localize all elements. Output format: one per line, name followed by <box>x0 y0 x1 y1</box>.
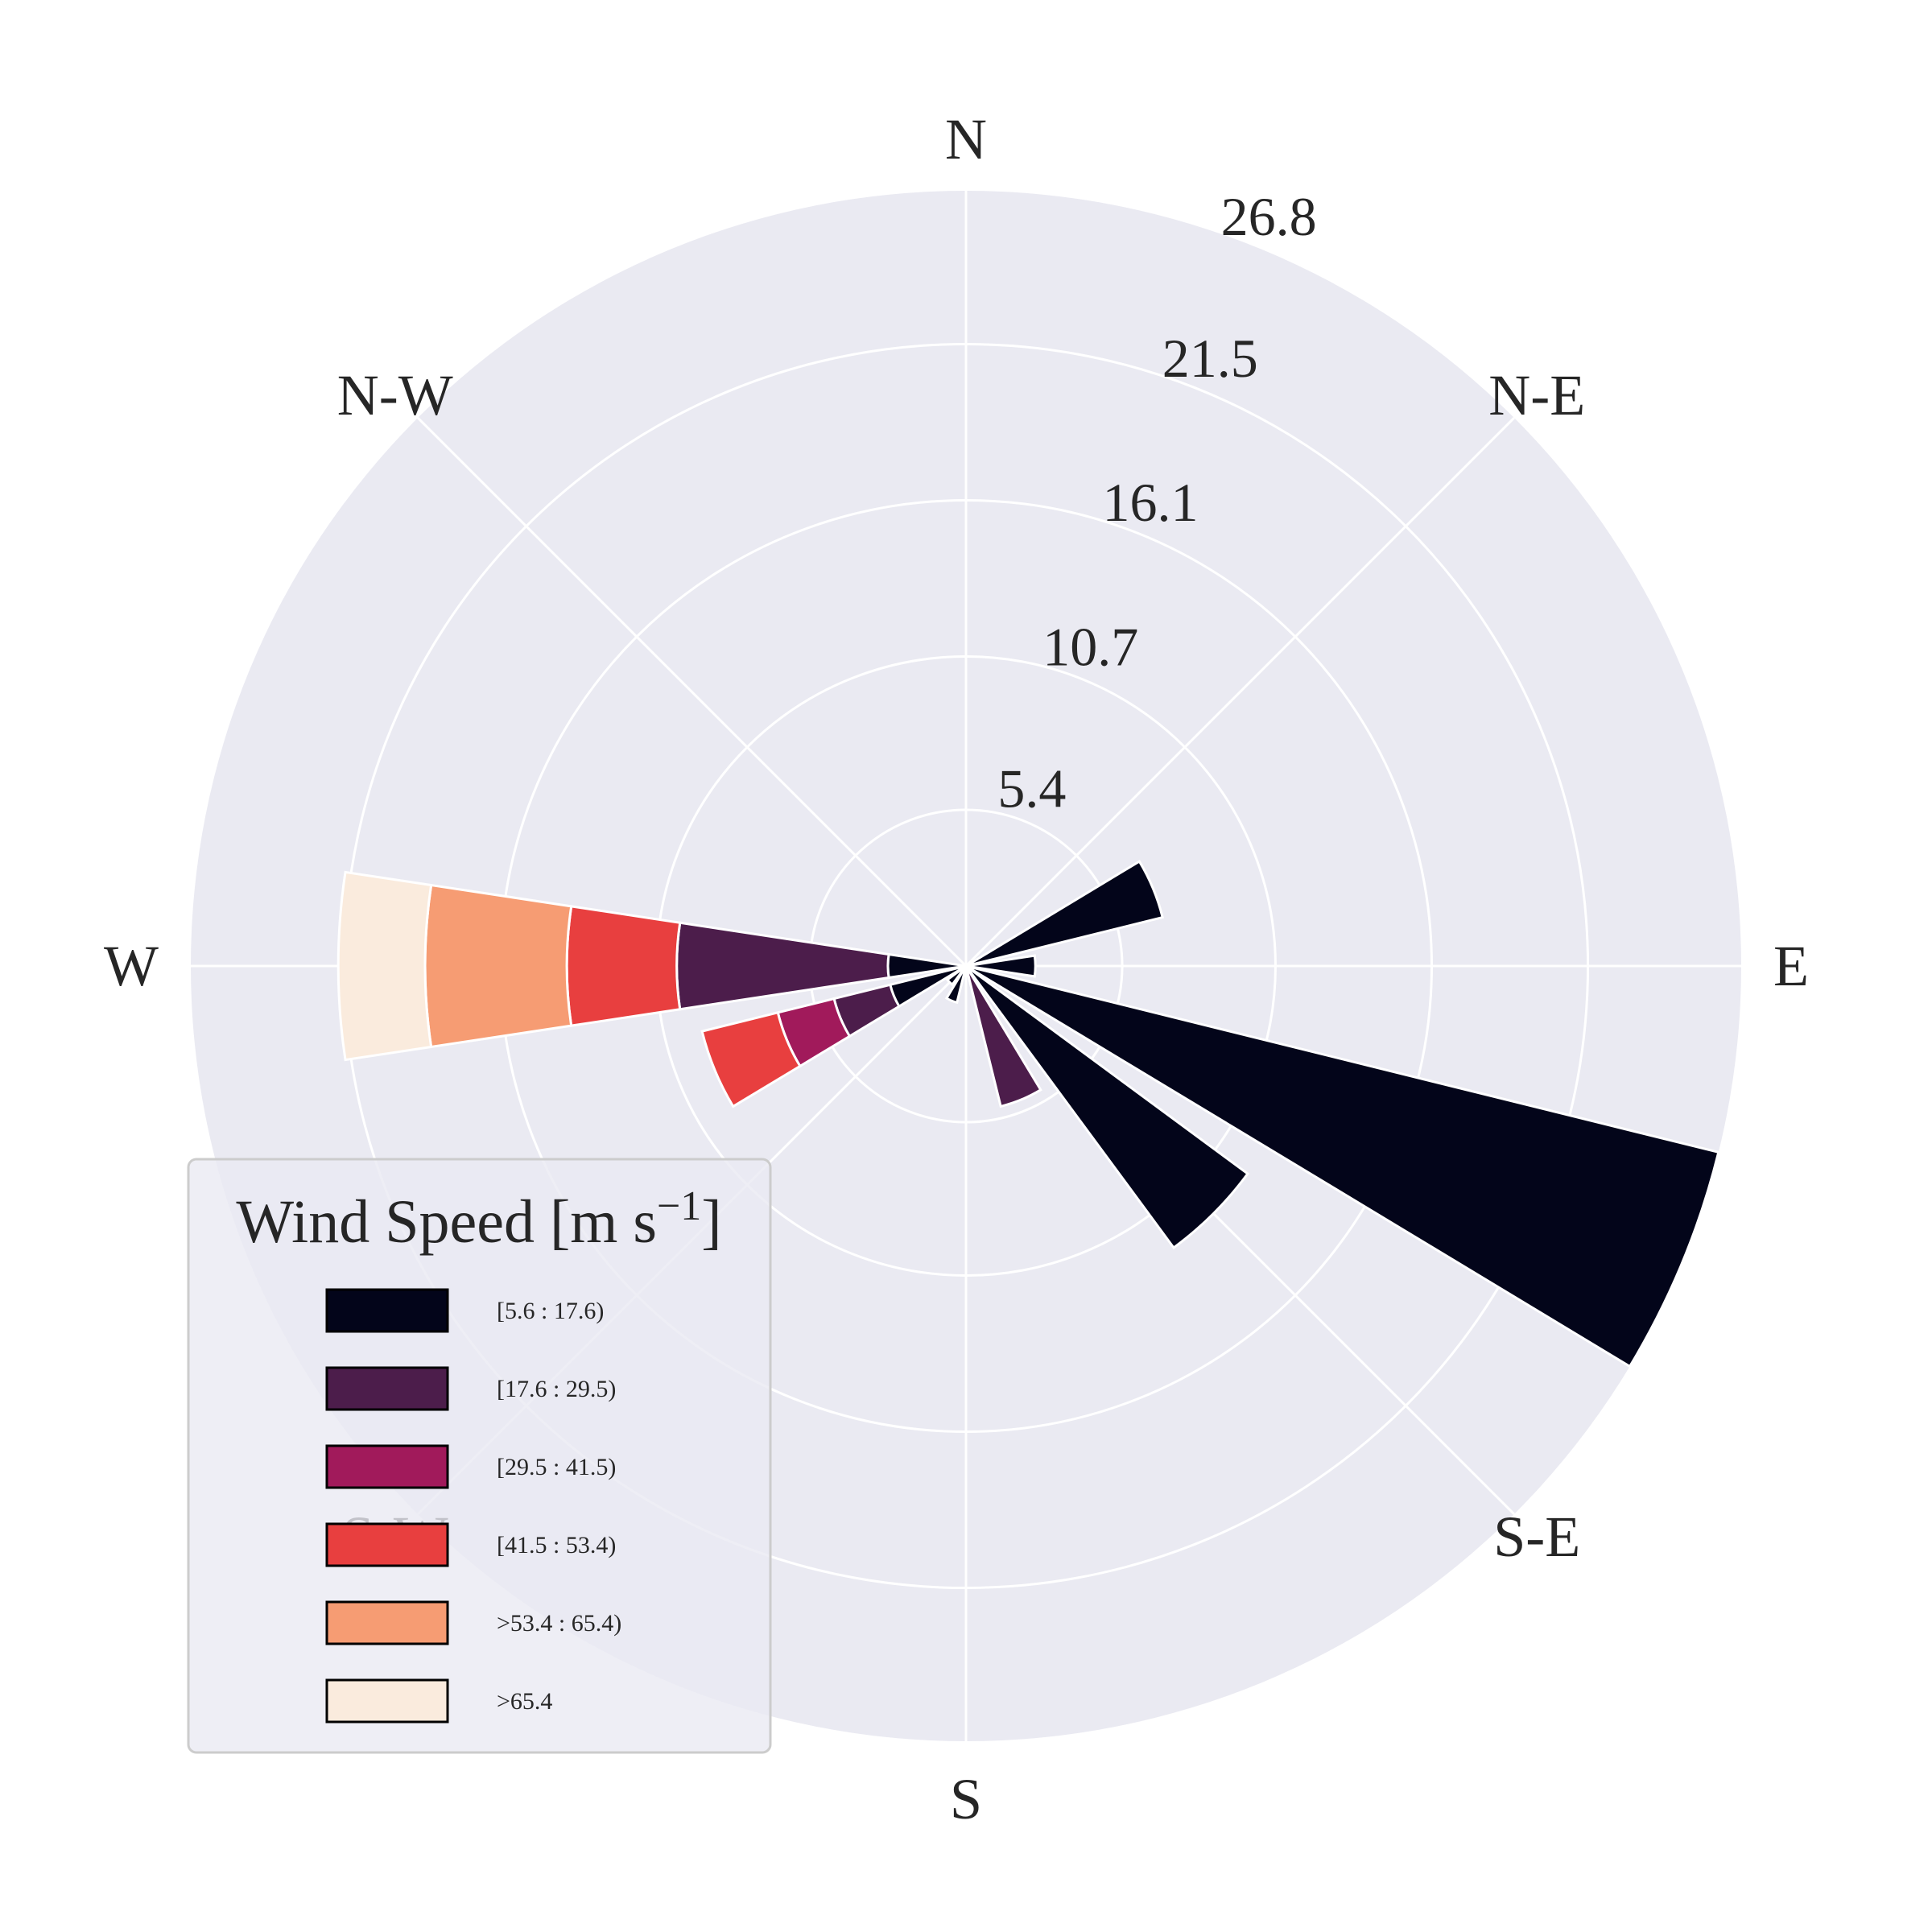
direction-label-e: E <box>1773 934 1809 998</box>
bar-sector-2-bin-0 <box>965 964 1720 1368</box>
legend: Wind Speed [m s−1] [5.6 : 17.6) [17.6 : 2… <box>187 1158 772 1754</box>
direction-label-s-e: S-E <box>1493 1505 1580 1569</box>
legend-swatch-3 <box>325 1444 449 1489</box>
bar-sector-0-bin-0 <box>965 860 1164 968</box>
legend-label-4: [41.5 : 53.4) <box>497 1532 616 1558</box>
bar-sector-5-bin-1 <box>964 965 1042 1108</box>
bar-sector-8-bin-3 <box>700 1011 802 1108</box>
wind-rose-bars <box>336 860 1720 1368</box>
direction-label-n: N <box>945 107 987 171</box>
legend-title-superscript: −1 <box>657 1183 701 1229</box>
bar-sector-3-bin-0 <box>964 964 1250 1250</box>
legend-items: [5.6 : 17.6) [17.6 : 29.5) [29.5 : 41.5) [4… <box>325 1288 621 1724</box>
legend-label-5: >53.4 : 65.4) <box>497 1610 621 1637</box>
angular-gridline-n-e <box>964 416 1516 968</box>
bar-sector-1-bin-0 <box>965 954 1037 978</box>
bar-sector-9-bin-5 <box>336 870 433 1062</box>
legend-label-1: [5.6 : 17.6) <box>497 1298 604 1324</box>
legend-title-suffix: ] <box>701 1188 721 1256</box>
direction-label-s: S <box>950 1767 982 1831</box>
legend-label-3: [29.5 : 41.5) <box>497 1454 616 1480</box>
legend-swatch-2 <box>325 1366 449 1411</box>
legend-label-2: [17.6 : 29.5) <box>497 1376 616 1402</box>
legend-swatch-4 <box>325 1522 449 1567</box>
legend-label-6: >65.4 <box>497 1688 552 1715</box>
direction-label-n-w: N-W <box>337 363 453 427</box>
legend-title-text: Wind Speed [m s <box>236 1188 657 1256</box>
bar-sector-6-bin-0 <box>944 965 968 1005</box>
bar-sector-7-bin-0 <box>945 964 968 987</box>
bar-sector-9-bin-4 <box>423 883 573 1049</box>
radial-tick-label-1: 5.4 <box>997 758 1066 819</box>
bar-sector-9-bin-3 <box>565 905 682 1027</box>
radial-tick-label-2: 10.7 <box>1042 616 1138 677</box>
angular-gridline-n-w <box>416 416 968 968</box>
radial-tick-label-3: 16.1 <box>1103 472 1199 533</box>
direction-label-n-e: N-E <box>1488 363 1585 427</box>
radial-tick-label-4: 21.5 <box>1162 328 1258 389</box>
radial-tick-label-5: 26.8 <box>1221 186 1317 247</box>
legend-swatch-6 <box>325 1678 449 1724</box>
radial-tick-labels: 5.4 10.7 16.1 21.5 26.8 <box>997 186 1316 819</box>
legend-swatch-1 <box>325 1288 449 1333</box>
legend-swatch-5 <box>325 1600 449 1645</box>
direction-label-w: W <box>104 934 159 998</box>
legend-title: Wind Speed [m s−1] <box>236 1183 721 1256</box>
